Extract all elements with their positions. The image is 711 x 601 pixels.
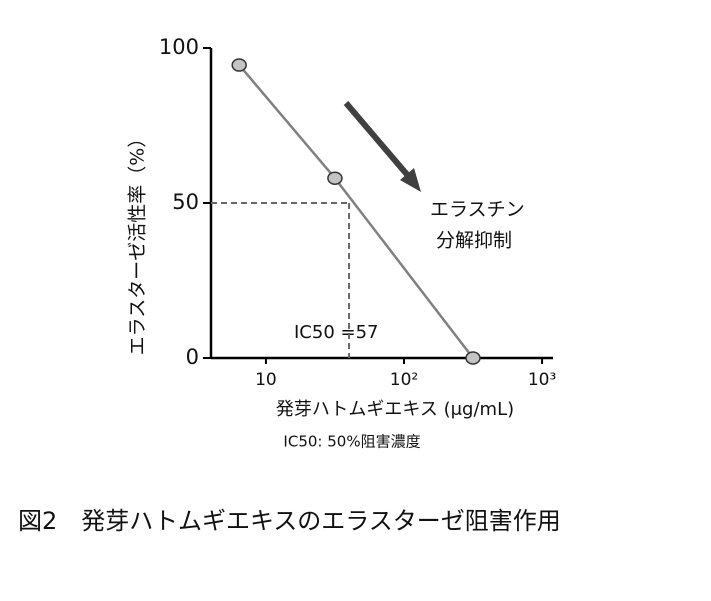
x-axis-label: 発芽ハトムギエキス (μg/mL): [276, 399, 514, 420]
y-tick-label: 50: [172, 190, 199, 214]
y-axis-label: エラスターゼ活性率（%）: [127, 129, 149, 356]
annotation: 分解抑制: [436, 230, 512, 252]
annotation: エラスチン: [430, 199, 525, 221]
caption: 図2 発芽ハトムギエキスのエラスターゼ阻害作用: [18, 507, 561, 535]
x-tick-label: 10³: [528, 370, 556, 390]
data-point: [327, 171, 343, 185]
data-point: [231, 58, 247, 72]
note: IC50: 50%阻害濃度: [283, 433, 420, 451]
arrow-shaft: [343, 101, 413, 180]
y-tick-label: 100: [159, 35, 199, 59]
arrow-head: [400, 168, 421, 192]
data-point: [465, 351, 481, 365]
x-tick-label: 10: [255, 370, 277, 390]
y-tick-label: 0: [186, 345, 199, 369]
ic50-label: IC50 =57: [294, 322, 379, 343]
x-tick-label: 10²: [390, 370, 418, 390]
